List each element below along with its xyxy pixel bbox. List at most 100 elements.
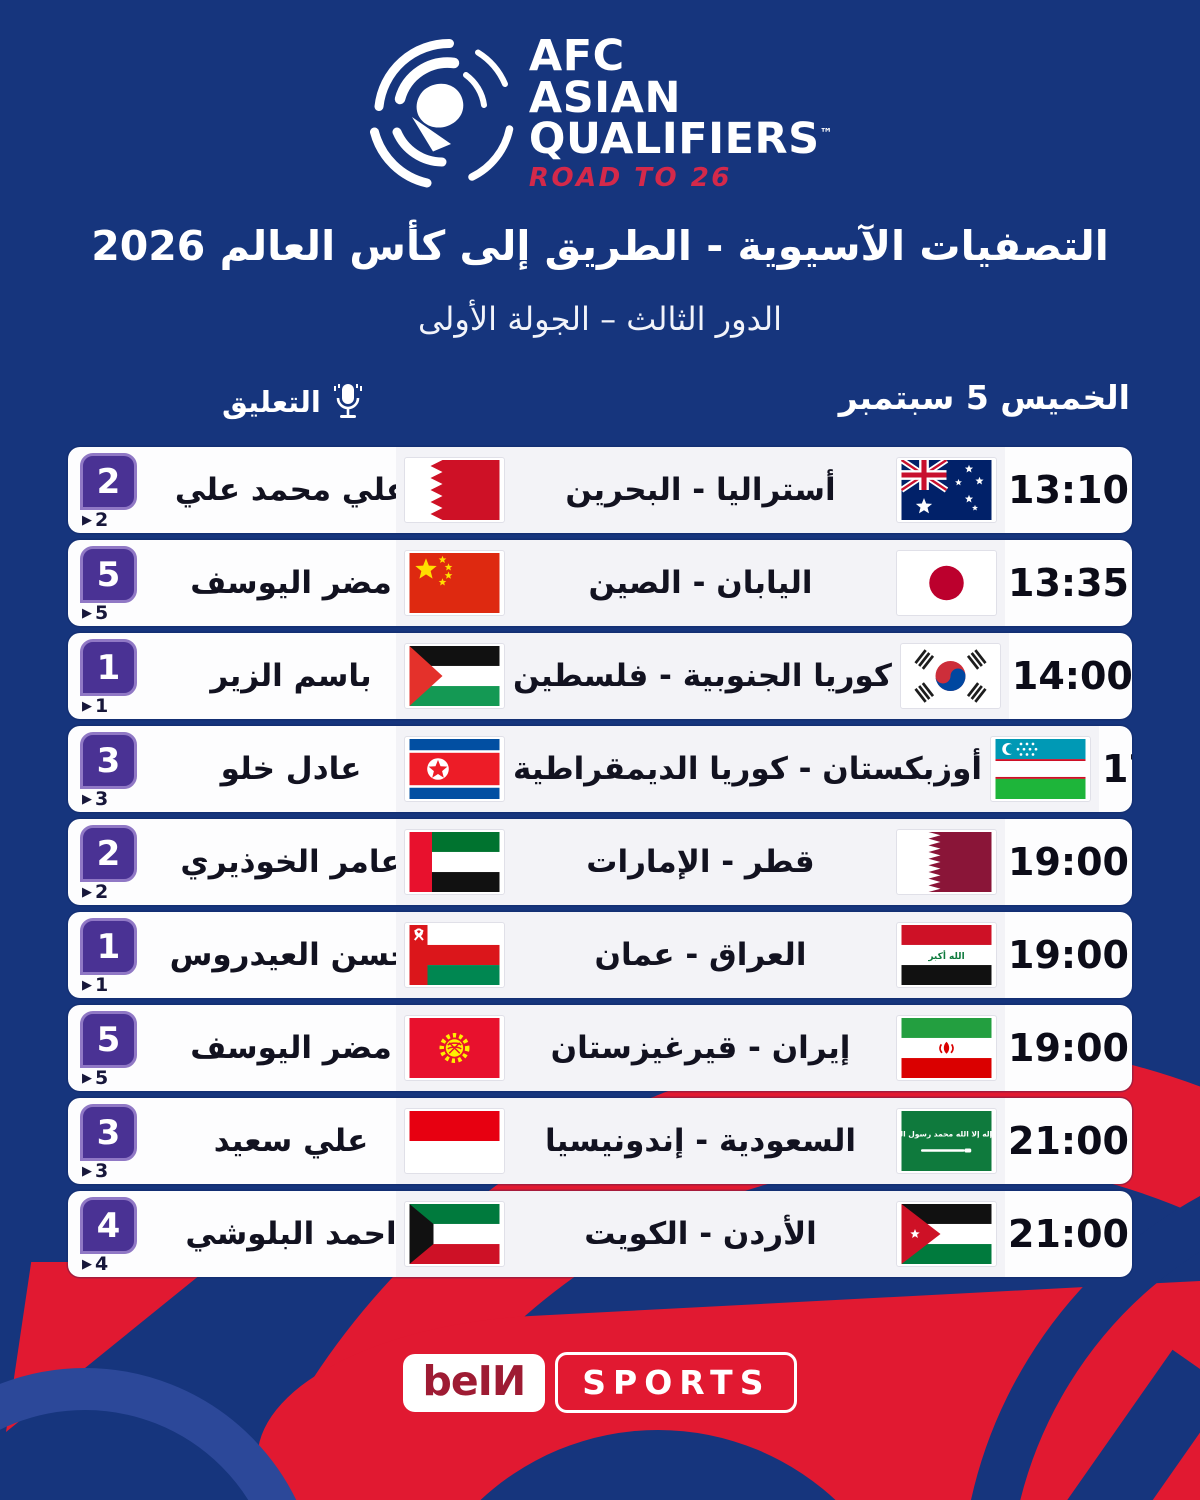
match-title: أستراليا - البحرين (565, 472, 836, 508)
kickoff-time: 19:00 (1008, 1026, 1129, 1070)
commentator-name: باسم الزير (210, 658, 372, 694)
commentator-name: علي محمد علي (174, 472, 408, 508)
iraq-flag-icon: الله أكبر (896, 922, 997, 988)
table-row: 4 ▶ 4 احمد البلوشي الأردن - الكويت 21:00 (68, 1191, 1132, 1277)
play-icon: ▶ (82, 698, 92, 714)
play-icon: ▶ (82, 1163, 92, 1179)
commentator-name: احمد البلوشي (185, 1216, 397, 1252)
play-icon: ▶ (82, 605, 92, 621)
match-zone: اليابان - الصين (396, 540, 1005, 626)
jordan-flag-icon (896, 1201, 997, 1267)
page-title: التصفيات الآسيوية - الطريق إلى كأس العال… (91, 222, 1109, 270)
svg-text:لا إله إلا الله محمد رسول الله: لا إله إلا الله محمد رسول الله (899, 1130, 994, 1139)
commentator-name: مضر اليوسف (190, 1030, 392, 1066)
channel-number: 1 (96, 926, 121, 967)
match-title: كوريا الجنوبية - فلسطين (513, 658, 892, 694)
match-title: الأردن - الكويت (584, 1216, 817, 1252)
channel-marker: ▶ 1 (82, 695, 108, 717)
channel-cell: 5 ▶ 5 (68, 540, 186, 626)
channel-number: 3 (96, 1112, 121, 1153)
channel-number: 1 (96, 647, 121, 688)
match-zone: كوريا الجنوبية - فلسطين (396, 633, 1009, 719)
channel-marker: ▶ 3 (82, 788, 108, 810)
kickoff-time: 17:00 (1102, 747, 1132, 791)
afc-logo-line3: QUALIFIERS™ (528, 114, 834, 165)
channel-marker: ▶ 5 (82, 1067, 108, 1089)
kickoff-time: 21:00 (1008, 1119, 1129, 1163)
afc-logo-text: AFC ASIAN QUALIFIERS™ ROAD TO 26 (528, 31, 834, 194)
north-korea-flag-icon (404, 736, 505, 802)
bahrain-flag-icon (404, 457, 505, 523)
table-row: 2 ▶ 2 علي محمد علي أستراليا - البحرين (68, 447, 1132, 533)
kickoff-time: 13:35 (1008, 561, 1129, 605)
table-row: 3 ▶ 3 عادل خلو أوزبكستان - كوريا الديمقرا… (68, 726, 1132, 812)
afc-logo-swirl-icon (369, 38, 514, 188)
channel-badge: 5 (80, 1011, 137, 1068)
commentator-name: عادل خلو (220, 751, 362, 787)
match-zone: العراق - عمان الله أكبر (396, 912, 1005, 998)
table-row: 5 ▶ 5 مضر اليوسف إيران - قيرغيزستان (68, 1005, 1132, 1091)
australia-flag-icon (896, 457, 997, 523)
channel-cell: 2 ▶ 2 (68, 819, 186, 905)
kuwait-flag-icon (404, 1201, 505, 1267)
commentator-name: عامر الخوذيري (180, 844, 402, 880)
channel-badge: 3 (80, 732, 137, 789)
channel-badge: 2 (80, 453, 137, 510)
uae-flag-icon (404, 829, 505, 895)
channel-marker: ▶ 1 (82, 974, 108, 996)
channel-badge: 1 (80, 918, 137, 975)
trademark-symbol: ™ (819, 127, 834, 143)
channel-number: 5 (96, 1019, 121, 1060)
channel-number: 2 (96, 461, 121, 502)
match-zone: أوزبكستان - كوريا الديمقراطية (396, 726, 1100, 812)
commentary-label: التعليق (222, 385, 321, 419)
channel-marker-number: 5 (95, 602, 109, 624)
channel-cell: 5 ▶ 5 (68, 1005, 186, 1091)
kickoff-time: 19:00 (1008, 840, 1129, 884)
channel-cell: 3 ▶ 3 (68, 1098, 186, 1184)
match-zone: أستراليا - البحرين (396, 447, 1005, 533)
channel-cell: 2 ▶ 2 (68, 447, 186, 533)
channel-marker: ▶ 5 (82, 602, 108, 624)
afc-logo-line1: AFC (528, 31, 625, 81)
south-korea-flag-icon (899, 643, 1001, 709)
channel-marker-number: 4 (95, 1253, 109, 1275)
channel-marker-number: 2 (95, 881, 109, 903)
match-title: اليابان - الصين (588, 565, 813, 601)
channel-cell: 4 ▶ 4 (68, 1191, 186, 1277)
table-row: 2 ▶ 2 عامر الخوذيري قطر - الإمارات 19:00 (68, 819, 1132, 905)
channel-marker: ▶ 2 (82, 509, 108, 531)
commentator-name: مضر اليوسف (190, 565, 392, 601)
channel-badge: 3 (80, 1104, 137, 1161)
match-zone: قطر - الإمارات (396, 819, 1005, 905)
match-zone: إيران - قيرغيزستان (396, 1005, 1005, 1091)
svg-text:الله أكبر: الله أكبر (927, 950, 964, 962)
kickoff-time: 13:10 (1008, 468, 1129, 512)
road-to-26-label: ROAD TO 26 (528, 163, 732, 194)
channel-badge: 1 (80, 639, 137, 696)
match-title: العراق - عمان (594, 937, 807, 973)
match-title: السعودية - إندونيسيا (544, 1123, 857, 1159)
channel-cell: 3 ▶ 3 (68, 726, 186, 812)
afc-logo-line2: ASIAN (528, 72, 681, 123)
channel-cell: 1 ▶ 1 (68, 912, 186, 998)
channel-marker: ▶ 3 (82, 1160, 108, 1182)
commentator-name: علي سعيد (213, 1123, 369, 1159)
table-row: 1 ▶ 1 باسم الزير كوريا الجنوبية - فلسطين (68, 633, 1132, 719)
saudi-arabia-flag-icon: لا إله إلا الله محمد رسول الله (896, 1108, 997, 1174)
channel-number: 4 (96, 1205, 121, 1246)
indonesia-flag-icon (404, 1108, 505, 1174)
japan-flag-icon (896, 550, 997, 616)
channel-badge: 5 (80, 546, 137, 603)
bein-sports-logo: beIИ SPORTS (0, 1352, 1200, 1413)
table-row: 1 ▶ 1 حسن العيدروس العراق - عمان الله أكب… (68, 912, 1132, 998)
page-subtitle: الدور الثالث – الجولة الأولى (418, 300, 782, 338)
kickoff-time: 19:00 (1008, 933, 1129, 977)
channel-marker-number: 5 (95, 1067, 109, 1089)
microphone-icon (333, 384, 362, 418)
channel-marker: ▶ 2 (82, 881, 108, 903)
channel-number: 5 (96, 554, 121, 595)
channel-marker-number: 1 (95, 974, 109, 996)
channel-number: 2 (96, 833, 121, 874)
